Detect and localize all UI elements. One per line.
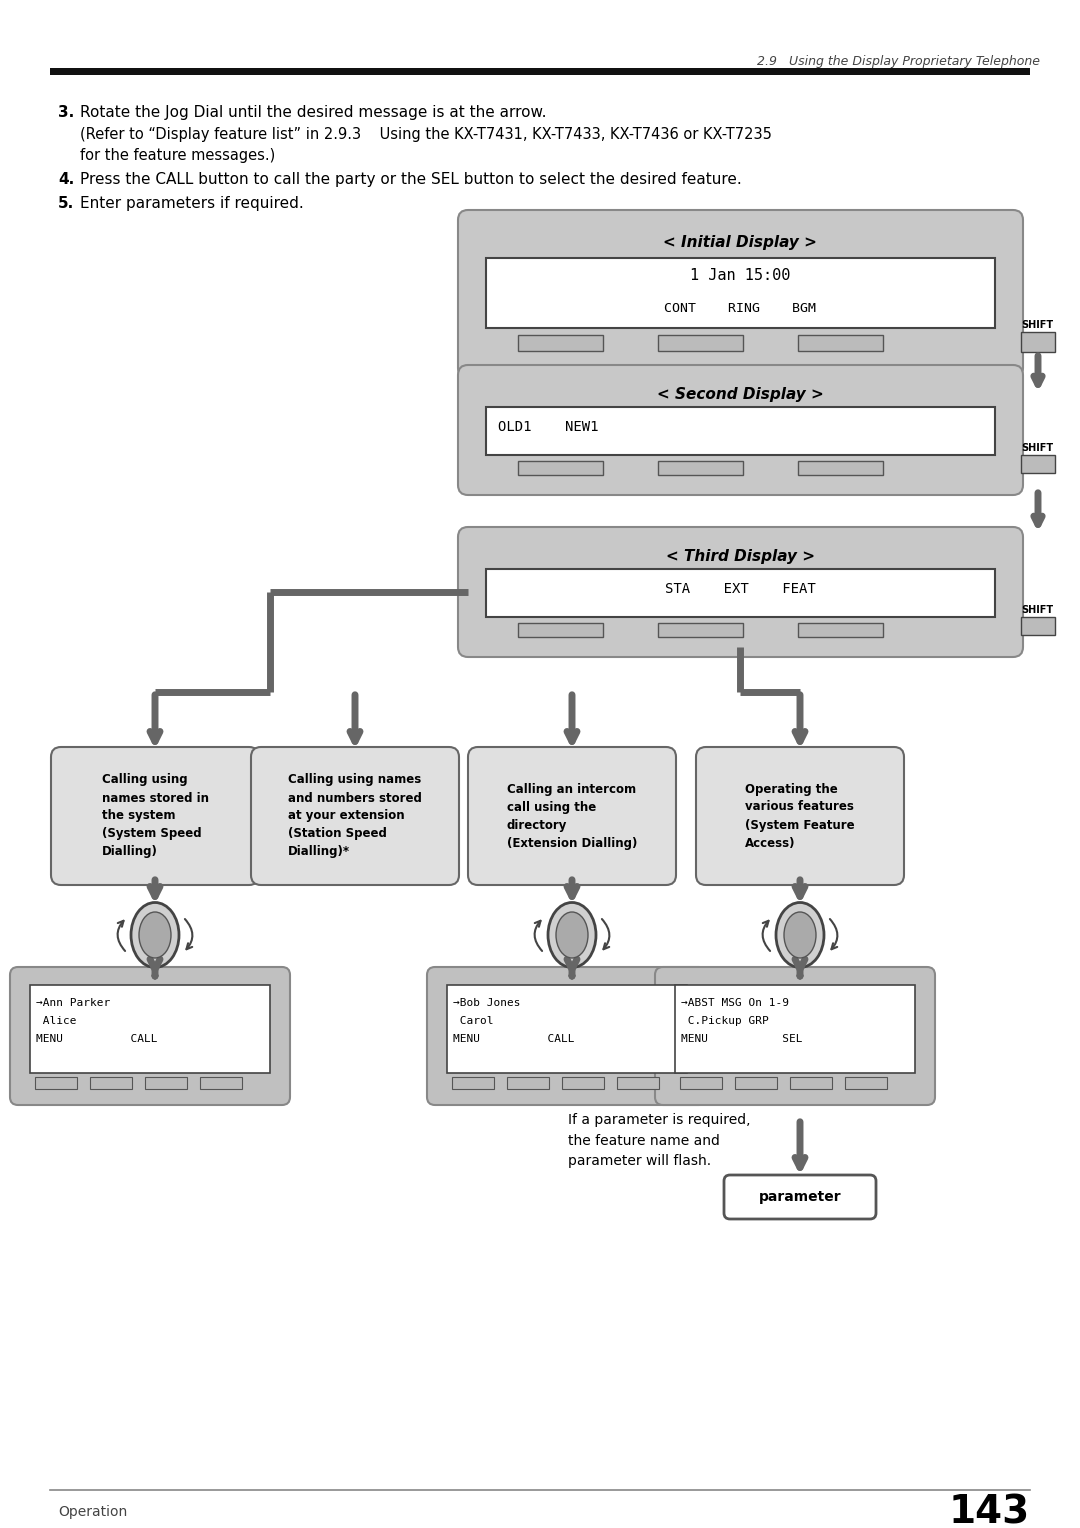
Bar: [453, 1077, 494, 1089]
Text: STA    EXT    FEAT: STA EXT FEAT: [664, 582, 815, 596]
Text: →Ann Parker: →Ann Parker: [36, 998, 110, 1008]
Text: Press the CALL button to call the party or the SEL button to select the desired : Press the CALL button to call the party …: [80, 173, 742, 186]
Bar: [735, 1077, 777, 1089]
Text: C.Pickup GRP: C.Pickup GRP: [681, 1016, 769, 1025]
Bar: [658, 461, 743, 475]
Bar: [1021, 455, 1055, 474]
FancyBboxPatch shape: [251, 747, 459, 885]
FancyBboxPatch shape: [51, 747, 259, 885]
Bar: [617, 1077, 659, 1089]
Bar: [447, 986, 687, 1073]
Text: 2.9   Using the Display Proprietary Telephone: 2.9 Using the Display Proprietary Teleph…: [757, 55, 1040, 69]
Text: MENU          CALL: MENU CALL: [453, 1034, 575, 1044]
Text: (Refer to “Display feature list” in 2.9.3    Using the KX-T7431, KX-T7433, KX-T7: (Refer to “Display feature list” in 2.9.…: [80, 127, 772, 142]
FancyBboxPatch shape: [458, 209, 1023, 377]
Bar: [90, 1077, 132, 1089]
FancyBboxPatch shape: [427, 967, 707, 1105]
Text: Operation: Operation: [58, 1505, 127, 1519]
Text: OLD1    NEW1: OLD1 NEW1: [498, 420, 598, 434]
Ellipse shape: [556, 912, 588, 958]
Text: Calling an intercom
call using the
directory
(Extension Dialling): Calling an intercom call using the direc…: [507, 782, 637, 850]
Ellipse shape: [131, 903, 179, 967]
Text: CONT    RING    BGM: CONT RING BGM: [664, 301, 816, 315]
FancyBboxPatch shape: [10, 967, 291, 1105]
Text: 5.: 5.: [58, 196, 75, 211]
FancyBboxPatch shape: [696, 747, 904, 885]
Ellipse shape: [777, 903, 824, 967]
Text: Operating the
various features
(System Feature
Access): Operating the various features (System F…: [745, 782, 854, 850]
Bar: [1021, 617, 1055, 636]
Text: →Bob Jones: →Bob Jones: [453, 998, 521, 1008]
Text: Calling using
names stored in
the system
(System Speed
Dialling): Calling using names stored in the system…: [102, 773, 208, 859]
Ellipse shape: [548, 903, 596, 967]
Bar: [145, 1077, 187, 1089]
Text: Alice: Alice: [36, 1016, 77, 1025]
Text: < Third Display >: < Third Display >: [665, 550, 814, 564]
FancyBboxPatch shape: [458, 527, 1023, 657]
Bar: [200, 1077, 242, 1089]
FancyBboxPatch shape: [458, 365, 1023, 495]
Ellipse shape: [784, 912, 816, 958]
Bar: [680, 1077, 723, 1089]
Ellipse shape: [139, 912, 171, 958]
FancyBboxPatch shape: [468, 747, 676, 885]
Bar: [675, 986, 915, 1073]
Bar: [50, 69, 1030, 75]
Bar: [35, 1077, 77, 1089]
Bar: [30, 986, 270, 1073]
Bar: [798, 335, 883, 351]
Bar: [518, 335, 603, 351]
Text: 143: 143: [948, 1493, 1030, 1528]
Text: parameter: parameter: [758, 1190, 841, 1204]
Text: 4.: 4.: [58, 173, 75, 186]
Bar: [486, 406, 995, 455]
Bar: [518, 461, 603, 475]
Text: MENU          CALL: MENU CALL: [36, 1034, 158, 1044]
Bar: [658, 335, 743, 351]
Text: < Second Display >: < Second Display >: [657, 388, 823, 402]
Text: If a parameter is required,
the feature name and
parameter will flash.: If a parameter is required, the feature …: [568, 1112, 751, 1169]
FancyBboxPatch shape: [654, 967, 935, 1105]
Text: Enter parameters if required.: Enter parameters if required.: [80, 196, 303, 211]
Text: SHIFT: SHIFT: [1021, 443, 1053, 452]
Text: SHIFT: SHIFT: [1021, 319, 1053, 330]
Text: MENU           SEL: MENU SEL: [681, 1034, 802, 1044]
Text: 3.: 3.: [58, 105, 75, 121]
FancyBboxPatch shape: [724, 1175, 876, 1219]
Text: Calling using names
and numbers stored
at your extension
(Station Speed
Dialling: Calling using names and numbers stored a…: [288, 773, 422, 859]
Text: Carol: Carol: [453, 1016, 494, 1025]
Bar: [845, 1077, 887, 1089]
Text: for the feature messages.): for the feature messages.): [80, 148, 275, 163]
Bar: [507, 1077, 549, 1089]
Text: Rotate the Jog Dial until the desired message is at the arrow.: Rotate the Jog Dial until the desired me…: [80, 105, 546, 121]
Bar: [562, 1077, 604, 1089]
Text: →ABST MSG On 1-9: →ABST MSG On 1-9: [681, 998, 789, 1008]
Bar: [486, 258, 995, 329]
Bar: [658, 623, 743, 637]
Bar: [518, 623, 603, 637]
Bar: [486, 568, 995, 617]
Text: SHIFT: SHIFT: [1021, 605, 1053, 614]
Bar: [798, 623, 883, 637]
Text: < Initial Display >: < Initial Display >: [663, 234, 816, 249]
Bar: [1021, 332, 1055, 351]
Bar: [789, 1077, 832, 1089]
Text: 1 Jan 15:00: 1 Jan 15:00: [690, 267, 791, 283]
Bar: [798, 461, 883, 475]
